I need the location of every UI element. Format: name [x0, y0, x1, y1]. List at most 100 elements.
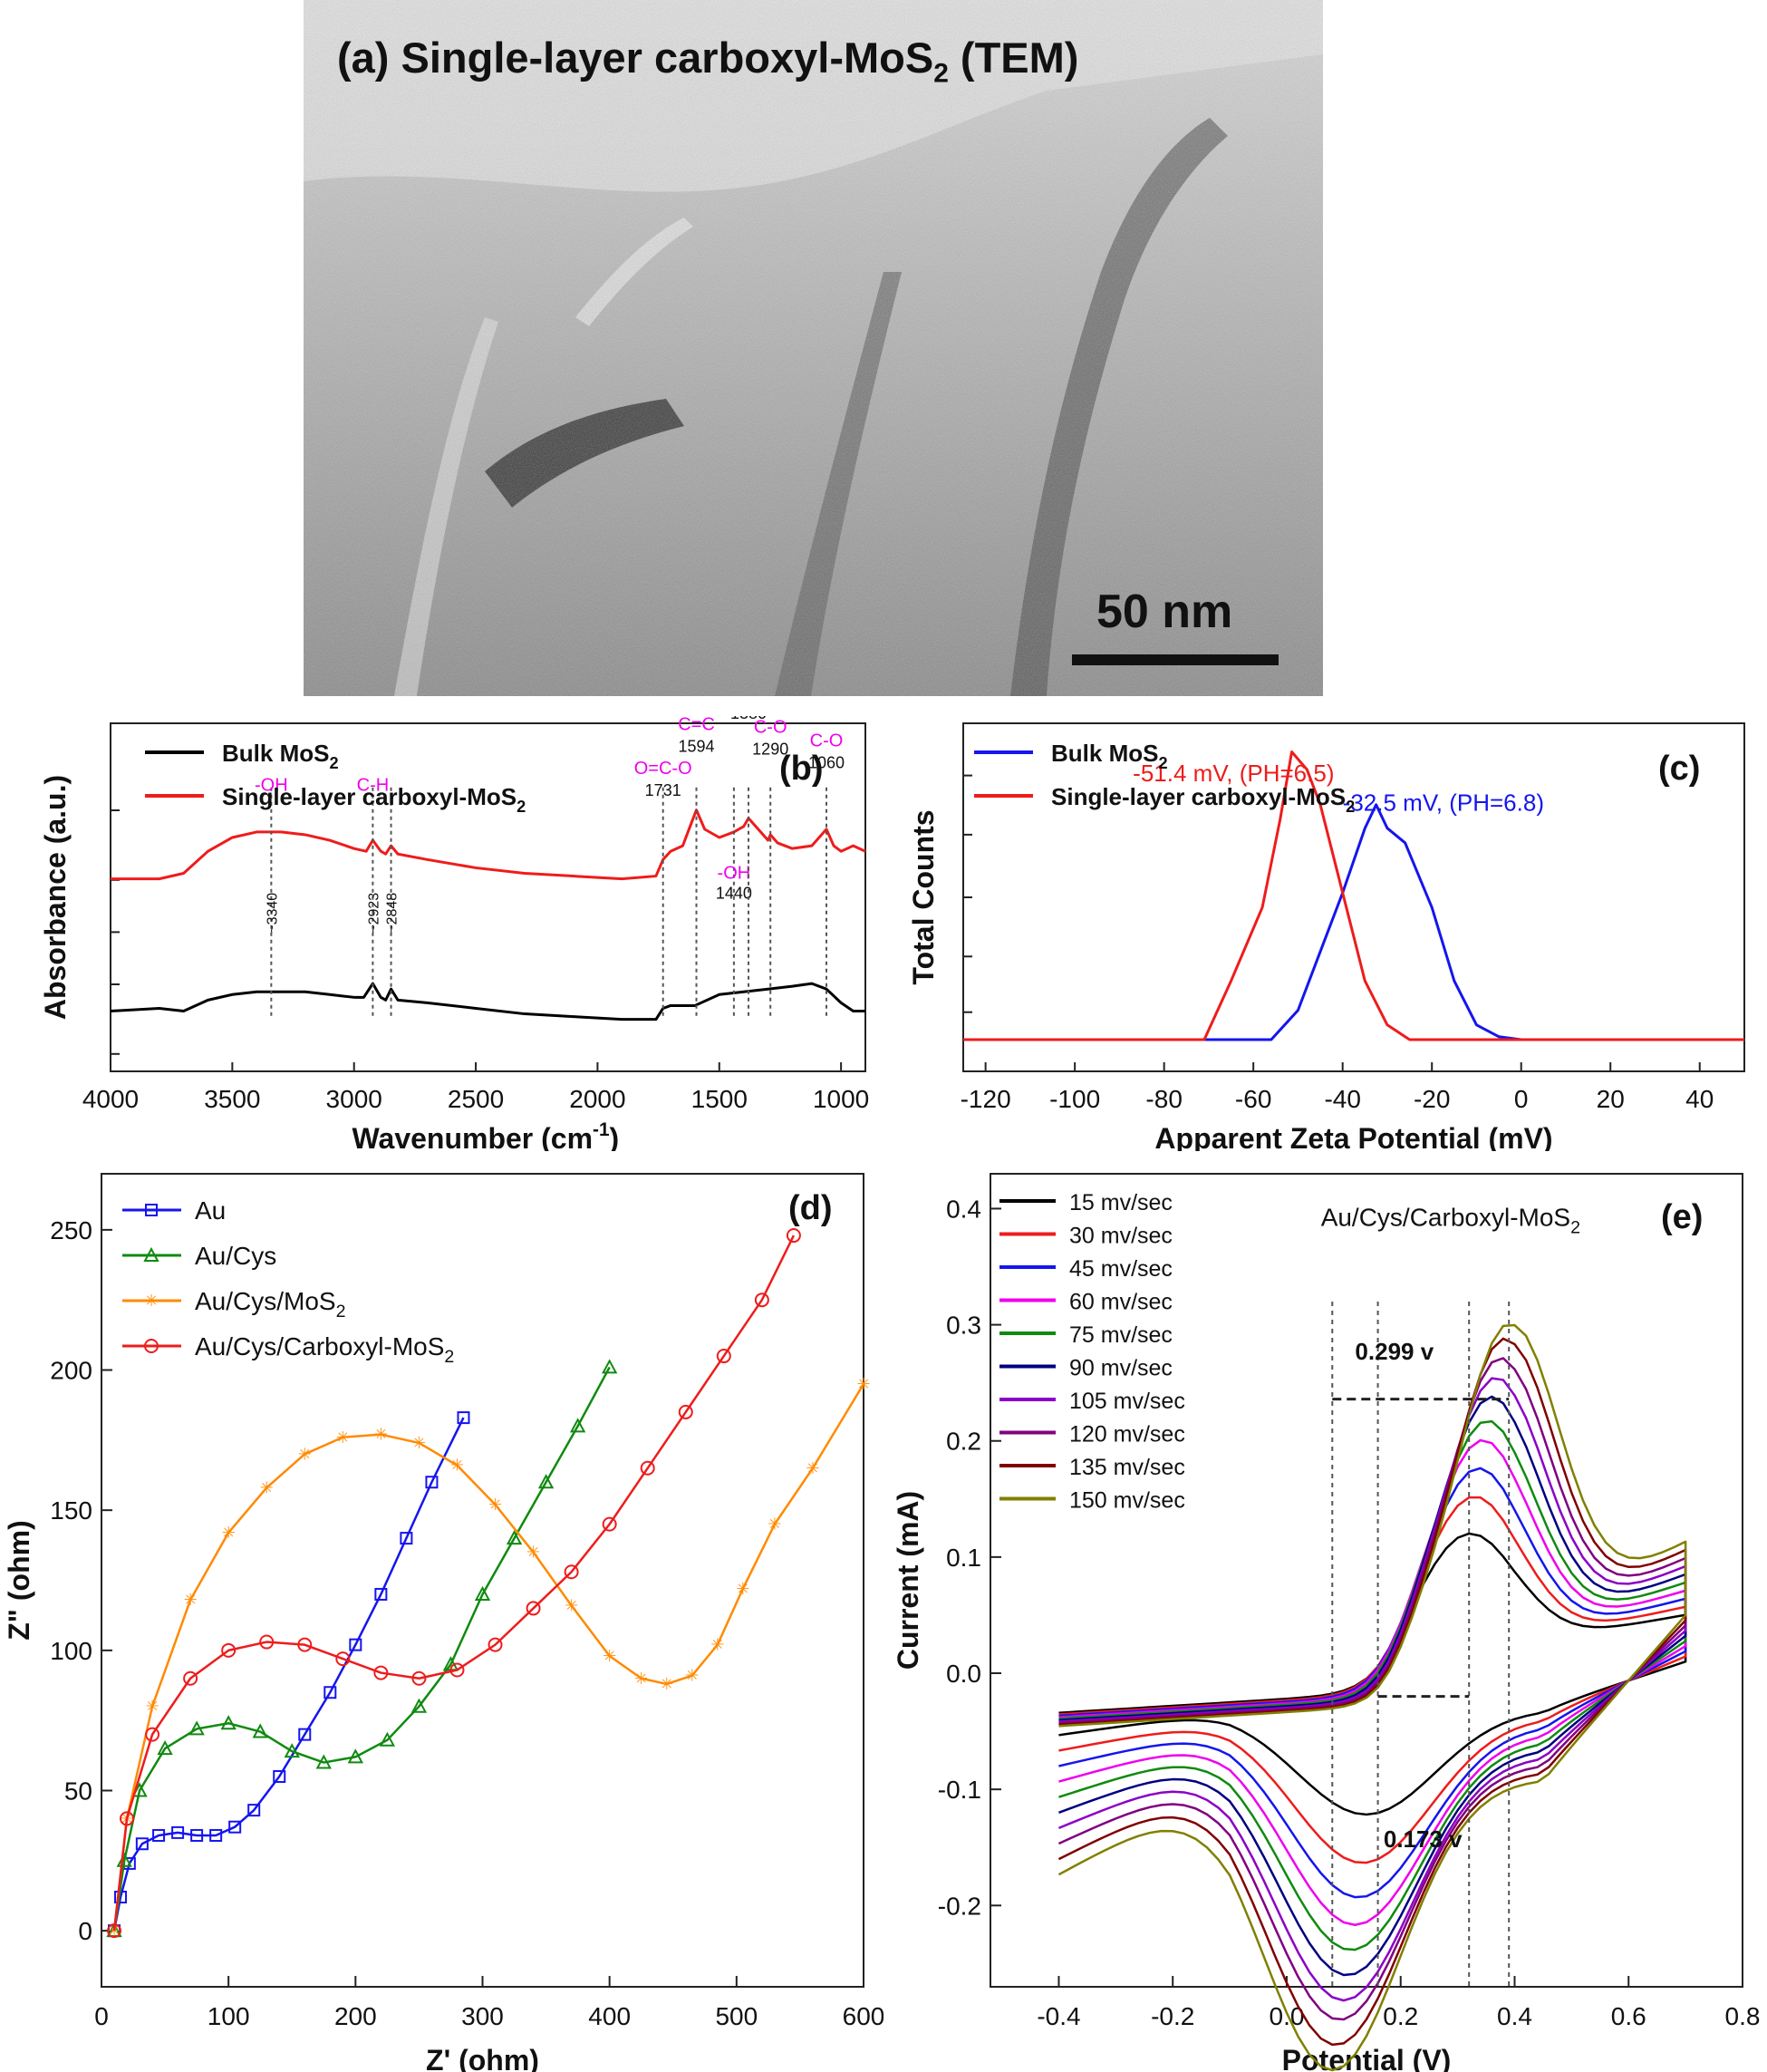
series-line — [963, 750, 1744, 1041]
scale-bar-label: 50 nm — [1096, 586, 1233, 638]
data-point — [273, 1770, 286, 1784]
legend-label: 15 mv/sec — [1069, 1190, 1173, 1215]
data-point: ✳ — [450, 1457, 464, 1475]
data-point — [145, 1727, 160, 1742]
data-point — [298, 1728, 312, 1741]
legend-label: 60 mv/sec — [1069, 1290, 1173, 1315]
peak-separation-label: 0.173 v — [1384, 1825, 1463, 1853]
data-point — [678, 1404, 693, 1419]
data-point: ✳ — [526, 1544, 540, 1562]
peak-value: ~2848 — [385, 893, 401, 934]
data-point — [379, 1731, 396, 1747]
x-tick-label: -60 — [1235, 1085, 1271, 1113]
chart-title: Au/Cys/Carboxyl-MoS2 — [1321, 1204, 1580, 1238]
data-point — [716, 1349, 731, 1364]
legend-label: Au/Cys — [195, 1242, 276, 1270]
x-tick-label: 400 — [588, 2002, 631, 2030]
x-tick-label: 0.2 — [1383, 2002, 1418, 2030]
legend-label: 75 mv/sec — [1069, 1322, 1173, 1348]
data-point: ✳ — [856, 1375, 870, 1393]
series-line — [112, 1417, 465, 1932]
data-point — [449, 1662, 465, 1678]
panel-letter: (d) — [788, 1189, 833, 1227]
tem-image-panel: (a) Single-layer carboxyl-MoS2 (TEM) 50 … — [304, 0, 1323, 696]
x-tick-label: 0 — [94, 2002, 109, 2030]
data-point — [190, 1828, 204, 1842]
series-line — [963, 803, 1744, 1041]
data-point — [297, 1637, 313, 1652]
data-point — [221, 1642, 237, 1658]
legend-label: Single-layer carboxyl-MoS2 — [222, 783, 526, 816]
y-axis-label: Total Counts — [907, 809, 940, 984]
x-tick-label: -0.2 — [1151, 2002, 1194, 2030]
y-tick-label: 0.2 — [946, 1428, 981, 1456]
data-point: ✳ — [336, 1428, 350, 1447]
data-point — [457, 1411, 470, 1425]
y-tick-label: -0.2 — [938, 1892, 981, 1920]
peak-value: 1440 — [716, 885, 752, 903]
data-point: ✳ — [565, 1596, 578, 1614]
data-point — [209, 1828, 223, 1842]
peak-value: 1290 — [752, 740, 788, 758]
data-point — [252, 1723, 268, 1738]
x-tick-label: 0.4 — [1497, 2002, 1532, 2030]
data-point — [349, 1638, 362, 1651]
x-tick-label: 2500 — [448, 1085, 504, 1113]
peak-label: -OH — [718, 864, 751, 884]
peak-label: C-O — [754, 717, 787, 737]
data-point — [323, 1686, 337, 1699]
data-point — [171, 1825, 185, 1839]
data-point — [107, 1923, 122, 1939]
legend-label: 135 mv/sec — [1069, 1455, 1185, 1480]
peak-value: ~3340 — [265, 893, 280, 934]
x-tick-label: -20 — [1414, 1085, 1450, 1113]
peak-label: O=C-O — [634, 759, 692, 779]
peak-label: C=C — [678, 716, 715, 734]
data-point: ✳ — [222, 1524, 236, 1542]
y-tick-label: -0.1 — [938, 1776, 981, 1804]
legend-marker — [143, 1246, 159, 1262]
data-point — [135, 1837, 149, 1851]
data-point — [564, 1564, 579, 1580]
data-point — [228, 1820, 242, 1834]
x-tick-label: 20 — [1597, 1085, 1625, 1113]
y-tick-label: 100 — [50, 1637, 92, 1665]
legend-label: 105 mv/sec — [1069, 1389, 1185, 1414]
y-axis-label: Absorbance (a.u.) — [39, 775, 72, 1020]
y-tick-label: 250 — [50, 1216, 92, 1244]
data-point: ✳ — [634, 1670, 648, 1688]
data-point — [602, 1516, 617, 1532]
data-point — [220, 1715, 237, 1730]
panel-letter: (b) — [779, 750, 824, 788]
y-tick-label: 0 — [78, 1917, 92, 1945]
data-point: ✳ — [736, 1580, 749, 1598]
y-axis-label: Current (mA) — [892, 1491, 924, 1670]
panel-letter: (c) — [1658, 750, 1700, 788]
x-tick-label: -100 — [1049, 1085, 1100, 1113]
tem-micrograph — [304, 0, 1323, 696]
nyquist-chart: 0 100 200 300 400 500 600 0 50 100 150 200 250 Z' (oh… — [3, 1173, 884, 2072]
cv-curve — [1057, 1323, 1687, 2072]
x-tick-label: 4000 — [82, 1085, 139, 1113]
data-point — [411, 1670, 427, 1686]
y-tick-label: 0.4 — [946, 1195, 981, 1223]
peak-value: 1060 — [808, 754, 845, 772]
y-tick-label: 200 — [50, 1357, 92, 1385]
data-point — [347, 1748, 364, 1764]
legend-label: 30 mv/sec — [1069, 1224, 1173, 1249]
legend-label: Au/Cys/MoS2 — [195, 1287, 346, 1322]
legend-marker — [145, 1204, 158, 1216]
panel-letter: (e) — [1661, 1198, 1703, 1236]
x-axis-label: Z' (ohm) — [426, 2044, 539, 2072]
x-tick-label: 3500 — [204, 1085, 260, 1113]
data-point: ✳ — [685, 1667, 699, 1685]
data-point — [315, 1754, 332, 1769]
data-point — [157, 1739, 173, 1756]
peak-label: C-H — [357, 775, 390, 795]
x-axis-label: Potential (V) — [1282, 2044, 1452, 2072]
data-point — [247, 1804, 261, 1817]
legend-label: Single-layer carboxyl-MoS2 — [1051, 783, 1355, 816]
data-point — [425, 1476, 439, 1489]
y-tick-label: 50 — [64, 1777, 92, 1805]
legend-label: Au — [195, 1196, 226, 1225]
